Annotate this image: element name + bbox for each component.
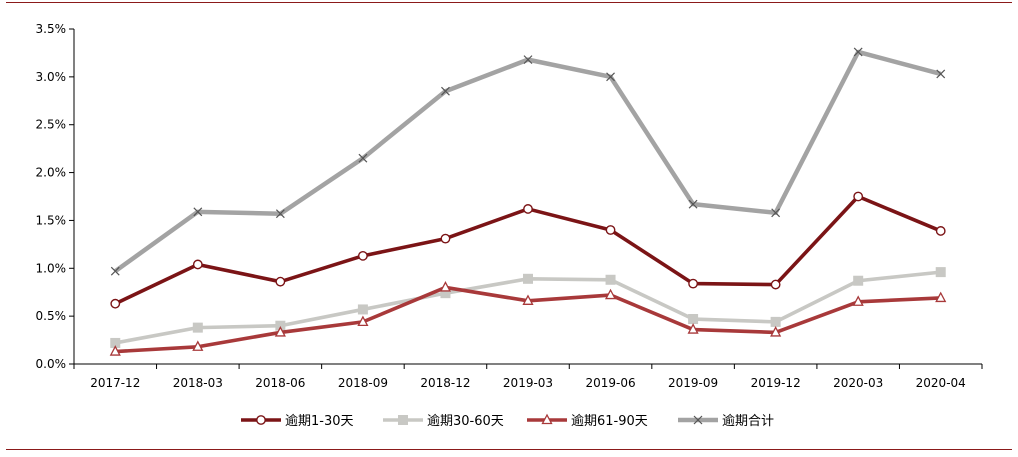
data-point (193, 207, 203, 217)
x-tick-label: 2018-03 (173, 376, 223, 390)
data-point (770, 316, 781, 327)
x-marker-stroke (771, 208, 781, 218)
data-point (523, 273, 533, 284)
data-point (440, 233, 451, 244)
data-point (357, 304, 368, 315)
series-3 (109, 281, 947, 356)
legend-label: 逾期1-30天 (285, 414, 354, 429)
legend-swatch-marker (541, 413, 553, 425)
x-marker-stroke (688, 199, 698, 209)
series-1 (110, 191, 946, 309)
x-tick-label: 2020-03 (833, 376, 883, 390)
data-point (688, 314, 699, 325)
x-marker-stroke (193, 207, 203, 217)
legend-item-1: 逾期1-30天 (241, 414, 354, 429)
x-axis-ticks: 2017-12 2018-03 2018-06 2018-09 2018-12 2019-… (73, 364, 983, 390)
y-tick-label: 2.0% (36, 166, 67, 180)
x-tick-label: 2019-06 (585, 376, 635, 390)
x-tick-label: 2020-04 (916, 376, 966, 390)
x-marker-stroke (110, 266, 120, 276)
data-point (853, 275, 864, 286)
data-point (770, 326, 782, 337)
data-point (688, 278, 698, 289)
data-point (357, 315, 369, 327)
data-point (110, 266, 120, 276)
data-point (853, 47, 863, 57)
y-tick-label: 0.0% (36, 357, 67, 371)
data-point (604, 288, 617, 300)
data-point (275, 209, 285, 219)
data-point (192, 322, 203, 333)
data-point (936, 69, 946, 79)
top-rule (6, 2, 1012, 3)
data-point (935, 291, 947, 303)
data-point (853, 191, 864, 202)
x-marker-stroke (936, 69, 946, 79)
legend-label: 逾期30-60天 (427, 414, 504, 429)
data-point (275, 276, 286, 287)
legend: 逾期1-30天 逾期30-60天 逾期61-90天 逾期合计 (241, 413, 774, 429)
y-tick-label: 2.5% (36, 118, 67, 132)
series-layer (109, 47, 947, 356)
data-point (606, 72, 615, 82)
data-point (523, 55, 533, 65)
series-2 (110, 267, 946, 348)
data-point (274, 326, 286, 337)
x-tick-label: 2018-09 (338, 376, 388, 390)
legend-item-2: 逾期30-60天 (383, 414, 504, 429)
data-point (110, 298, 121, 309)
data-point (935, 226, 946, 236)
x-marker-stroke (853, 47, 863, 57)
data-point (522, 294, 534, 305)
x-tick-label: 2019-03 (503, 376, 553, 390)
legend-swatch-marker (398, 415, 408, 425)
y-tick-label: 1.5% (36, 213, 67, 227)
axes (73, 29, 982, 365)
y-tick-label: 0.5% (36, 309, 67, 323)
data-point (605, 274, 616, 285)
data-point (109, 345, 121, 356)
y-tick-label: 3.5% (36, 22, 67, 36)
data-point (605, 225, 616, 235)
x-marker-stroke (523, 55, 533, 65)
data-point (192, 340, 204, 351)
x-marker-stroke (275, 209, 285, 219)
data-point (687, 323, 699, 334)
x-marker-stroke (606, 72, 615, 82)
legend-item-4: 逾期合计 (678, 414, 774, 429)
data-point (358, 153, 368, 163)
x-marker-stroke (441, 86, 450, 96)
bottom-rule (6, 449, 1012, 450)
data-point (439, 281, 452, 292)
legend-swatch-marker (256, 415, 266, 425)
data-point (523, 204, 533, 214)
data-point (688, 199, 698, 209)
legend-swatch-marker (693, 415, 703, 425)
y-tick-label: 3.0% (36, 70, 67, 84)
data-point (770, 279, 781, 290)
data-point (192, 259, 203, 270)
data-point (358, 250, 368, 261)
data-point (441, 86, 450, 96)
x-tick-label: 2018-12 (420, 376, 470, 390)
legend-item-3: 逾期61-90天 (527, 413, 648, 429)
x-tick-label: 2019-09 (668, 376, 718, 390)
x-tick-label: 2018-06 (255, 376, 305, 390)
x-marker-stroke (693, 415, 703, 425)
legend-label: 逾期合计 (722, 414, 774, 429)
y-tick-label: 1.0% (36, 261, 67, 275)
legend-label: 逾期61-90天 (571, 414, 648, 429)
data-point (852, 295, 864, 306)
data-point (935, 267, 946, 278)
data-point (771, 208, 781, 218)
x-marker-stroke (358, 153, 368, 163)
x-tick-label: 2017-12 (90, 376, 140, 390)
series-4 (110, 47, 946, 276)
x-tick-label: 2019-12 (751, 376, 801, 390)
y-axis-ticks: 0.0% 0.5% 1.0% 1.5% 2.0% 2.5% 3.0% 3.5% (36, 22, 74, 371)
